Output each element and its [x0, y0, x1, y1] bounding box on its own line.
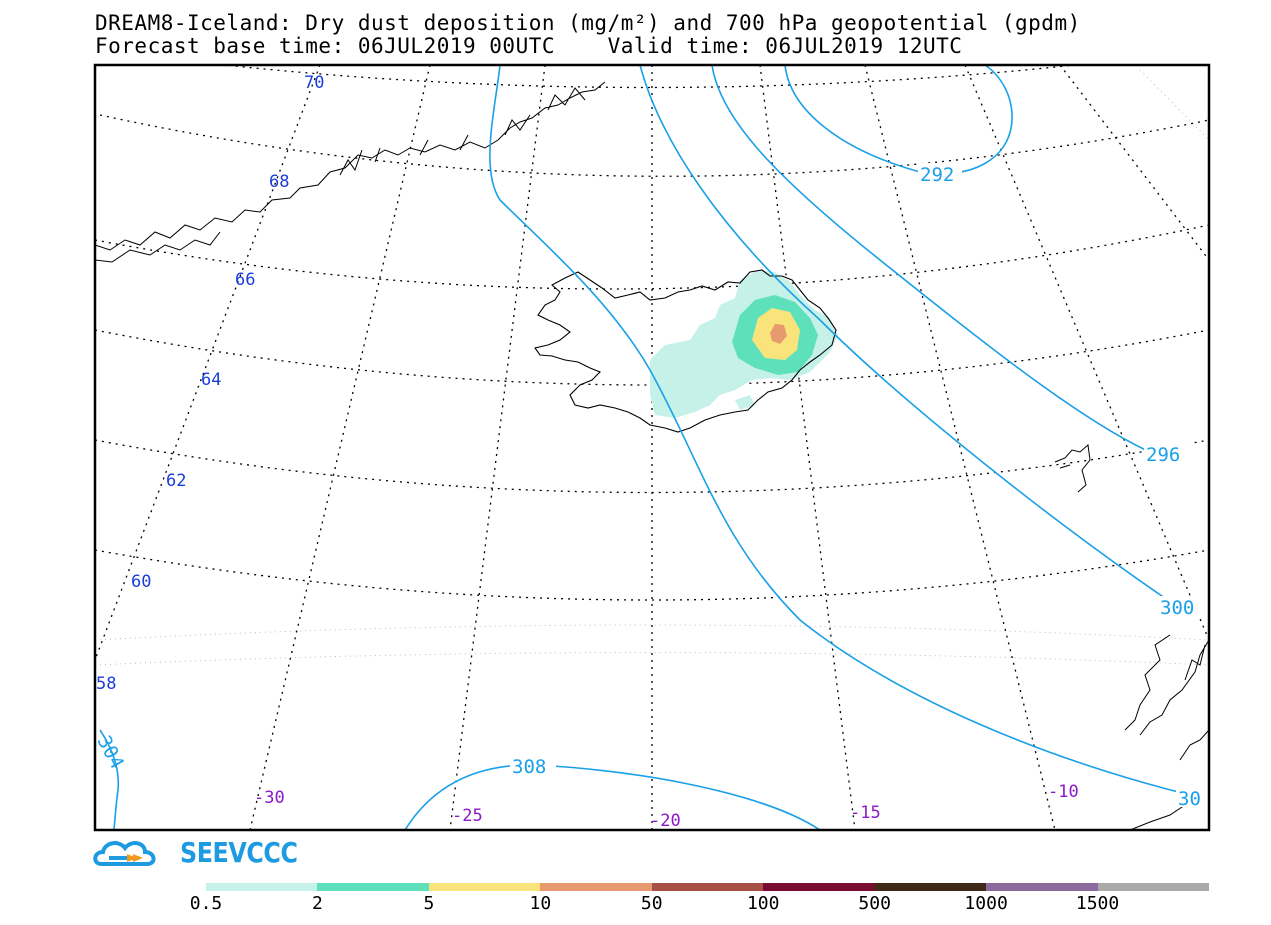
lat-label-64: 64	[201, 370, 221, 390]
contour-label-308: 308	[512, 756, 546, 778]
iceland-coastline	[534, 269, 837, 433]
lat-label-66: 66	[235, 270, 255, 290]
contour-labels: 292 296 300 30 308 304	[93, 163, 1208, 810]
colorbar-label: 50	[640, 893, 663, 914]
deposition-colorbar	[206, 883, 1209, 891]
colorbar-label: 1000	[964, 893, 1008, 914]
meridian-lines	[95, 65, 1209, 830]
colorbar-segment	[986, 883, 1098, 891]
lat-label-62: 62	[166, 471, 186, 491]
lon-label-minus30: -30	[254, 788, 285, 808]
colorbar-segment	[651, 883, 764, 891]
colorbar-label: 10	[529, 893, 552, 914]
norway-coastline	[1124, 634, 1209, 830]
colorbar-segment	[1097, 883, 1209, 891]
map-frame	[93, 63, 1211, 832]
latitude-lines	[95, 65, 1209, 601]
contour-label-296: 296	[1146, 444, 1180, 466]
chart-title: DREAM8-Iceland: Dry dust deposition (mg/…	[95, 11, 1081, 35]
geopotential-contours	[99, 65, 1191, 830]
outer-graticule	[95, 69, 1209, 666]
arrow-icon	[127, 854, 143, 862]
contour-label-304: 304	[93, 732, 129, 773]
contour-label-292: 292	[920, 164, 954, 186]
latitude-labels: 70 68 66 64 62 60 58	[96, 73, 324, 694]
colorbar-label: 1500	[1075, 893, 1120, 914]
greenland-coastline	[95, 81, 606, 263]
lat-label-60: 60	[131, 572, 151, 592]
seevccc-logo	[93, 841, 156, 866]
lon-label-minus20: -20	[650, 811, 681, 831]
chart-subtitle-times: Forecast base time: 06JUL2019 00UTC Vali…	[95, 34, 963, 58]
colorbar-segment	[428, 883, 541, 891]
lat-label-68: 68	[269, 172, 289, 192]
colorbar-label: 500	[858, 893, 891, 914]
cloud-icon	[93, 841, 156, 866]
lat-label-70: 70	[304, 73, 324, 93]
colorbar-segment	[317, 883, 429, 891]
dust-deposition-shading	[650, 270, 838, 418]
lat-label-58: 58	[96, 674, 116, 694]
colorbar-segment	[540, 883, 652, 891]
colorbar-label: 100	[746, 893, 780, 914]
colorbar-label: 5	[423, 893, 435, 914]
colorbar-segment	[763, 883, 875, 891]
map-content	[95, 65, 1209, 830]
colorbar-segment	[206, 883, 318, 891]
longitude-labels: -30 -25 -20 -15 -10	[254, 782, 1079, 831]
contour-label-30: 30	[1178, 788, 1201, 810]
lon-label-minus25: -25	[452, 806, 483, 826]
seevccc-logo-text: SEEVCCC	[180, 836, 298, 869]
lon-label-minus10: -10	[1048, 782, 1079, 802]
contour-label-300: 300	[1160, 597, 1194, 619]
faroe-islands	[1054, 444, 1091, 493]
colorbar-segment	[874, 883, 987, 891]
colorbar-label: 2	[312, 893, 323, 914]
colorbar-label: 0.5	[189, 893, 223, 914]
lon-label-minus15: -15	[850, 803, 881, 823]
